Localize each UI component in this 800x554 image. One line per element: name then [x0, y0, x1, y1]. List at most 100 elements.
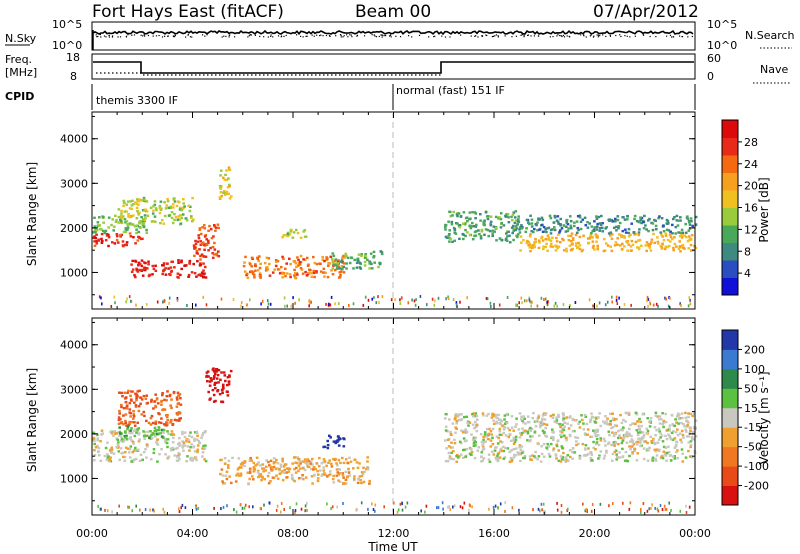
- velocity-cell: [463, 448, 466, 451]
- power-cell: [152, 209, 155, 212]
- velocity-cell: [469, 504, 471, 508]
- power-cell: [534, 237, 537, 241]
- velocity-cell: [685, 425, 689, 428]
- velocity-cell: [190, 456, 193, 460]
- velocity-cell: [613, 424, 617, 427]
- velocity-cell: [483, 431, 487, 434]
- velocity-cell: [606, 417, 609, 420]
- power-cell: [609, 231, 613, 234]
- velocity-colorbar-swatch: [722, 368, 738, 389]
- velocity-cell: [235, 474, 238, 477]
- velocity-cell: [259, 474, 263, 477]
- power-cell: [131, 268, 135, 271]
- power-cell: [332, 263, 336, 266]
- power-cell: [640, 221, 643, 225]
- velocity-cell: [133, 434, 137, 438]
- power-cell: [211, 252, 214, 255]
- velocity-cell: [331, 505, 334, 509]
- nsearch-point: [285, 34, 287, 37]
- velocity-cell: [193, 450, 197, 453]
- velocity-cell: [491, 442, 495, 446]
- velocity-cell: [446, 438, 450, 441]
- power-cell: [98, 228, 102, 231]
- power-cell: [560, 227, 564, 230]
- power-cell: [598, 301, 601, 305]
- velocity-cell: [543, 455, 546, 458]
- velocity-cell: [208, 398, 211, 401]
- power-cell: [499, 226, 503, 229]
- velocity-cell: [675, 415, 679, 418]
- power-cell: [122, 215, 125, 218]
- velocity-cell: [585, 508, 587, 511]
- power-cell: [331, 267, 335, 270]
- power-cell: [453, 239, 456, 242]
- velocity-cell: [474, 425, 478, 429]
- nsearch-point: [670, 36, 673, 38]
- power-cell: [250, 256, 254, 259]
- velocity-cell: [673, 437, 677, 440]
- power-cell: [592, 304, 594, 308]
- power-cell: [188, 259, 192, 263]
- power-cell: [689, 298, 691, 302]
- power-cell: [627, 228, 631, 231]
- velocity-cell: [316, 477, 320, 480]
- power-cell: [669, 240, 672, 243]
- power-cell: [510, 215, 513, 219]
- power-cell: [615, 295, 618, 299]
- velocity-cell: [574, 436, 577, 439]
- power-cell: [475, 223, 478, 227]
- power-cell: [288, 257, 291, 260]
- nsearch-point: [147, 34, 150, 37]
- velocity-cell: [145, 394, 148, 397]
- velocity-cell: [657, 418, 661, 421]
- power-cell: [535, 223, 538, 227]
- power-cell: [208, 224, 211, 228]
- power-cell: [559, 224, 562, 227]
- velocity-cell: [134, 446, 137, 450]
- nsearch-point: [371, 34, 373, 36]
- velocity-cell: [145, 443, 149, 446]
- velocity-cell: [171, 432, 174, 436]
- power-cell: [134, 275, 137, 279]
- velocity-cell: [568, 449, 572, 452]
- power-cell: [110, 305, 113, 308]
- power-cell: [369, 252, 373, 255]
- power-cell: [487, 234, 490, 238]
- power-cell: [377, 295, 379, 299]
- power-cell: [173, 218, 176, 222]
- velocity-cell: [106, 441, 109, 444]
- velocity-cell: [532, 508, 534, 512]
- velocity-cell: [152, 432, 155, 435]
- velocity-cell: [453, 418, 457, 421]
- velocity-cell: [123, 455, 127, 459]
- velocity-cell: [540, 445, 543, 448]
- velocity-cell: [571, 457, 574, 460]
- power-cell: [549, 242, 553, 245]
- velocity-cell: [642, 457, 646, 461]
- power-cell: [273, 268, 276, 271]
- beam-label: Beam 00: [355, 2, 431, 22]
- velocity-cell: [590, 435, 594, 438]
- power-cell: [258, 272, 262, 275]
- power-cell: [618, 221, 622, 225]
- power-cell: [488, 229, 492, 233]
- velocity-cell: [501, 424, 505, 427]
- velocity-cell: [212, 377, 215, 380]
- velocity-cell: [193, 431, 197, 434]
- power-cell: [120, 212, 123, 215]
- nsearch-point: [381, 36, 383, 38]
- velocity-cell: [177, 451, 181, 455]
- power-cell: [135, 217, 139, 220]
- power-cell: [285, 272, 289, 275]
- velocity-cell: [658, 415, 662, 418]
- velocity-cell: [132, 413, 136, 417]
- nsearch-point: [552, 35, 554, 38]
- velocity-cell: [456, 456, 460, 459]
- power-cell: [225, 190, 229, 194]
- velocity-cell: [185, 460, 189, 463]
- velocity-cell: [597, 416, 600, 419]
- power-cell: [290, 304, 293, 308]
- velocity-cell: [639, 431, 642, 434]
- velocity-cell: [531, 435, 534, 438]
- velocity-cell: [241, 506, 244, 510]
